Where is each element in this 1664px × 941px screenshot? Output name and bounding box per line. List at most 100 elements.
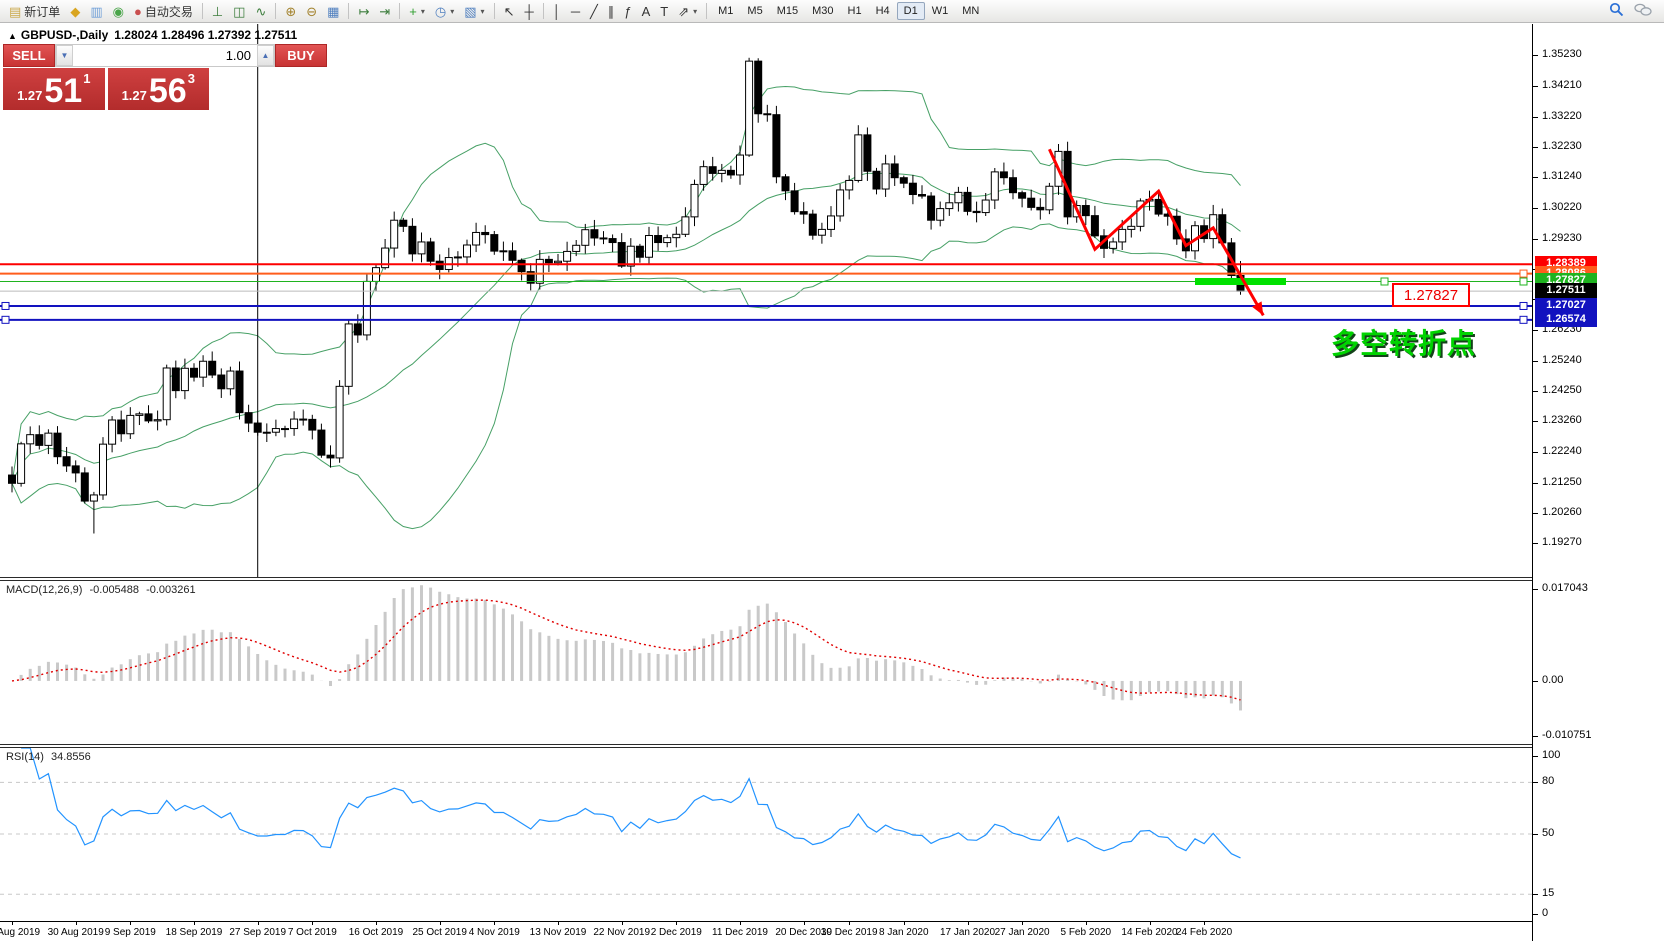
fibonacci-icon: ƒ: [624, 3, 632, 19]
date-tick-mark: [1149, 922, 1151, 925]
cursor-button[interactable]: ↖: [499, 0, 520, 22]
fibonacci-button[interactable]: ƒ: [619, 0, 636, 22]
macd-canvas[interactable]: [0, 581, 1532, 744]
tile-windows-button[interactable]: ▦: [322, 0, 344, 22]
timeframe-h1[interactable]: H1: [847, 5, 862, 17]
sell-button[interactable]: SELL: [3, 44, 55, 67]
zoom-in-button[interactable]: ⊕: [280, 0, 301, 22]
market-history-button[interactable]: ▥: [85, 0, 107, 22]
volume-input[interactable]: [73, 45, 257, 66]
date-tick-label: 16 Oct 2019: [348, 927, 404, 938]
date-tick-mark: [740, 922, 741, 925]
volume-increase-button[interactable]: ▲: [257, 45, 274, 66]
timeframe-mn[interactable]: MN: [962, 5, 980, 17]
price-tick-label: 1.33220: [1542, 109, 1582, 122]
rsi-pane[interactable]: RSI(14) 34.8556: [0, 747, 1532, 920]
periods-icon: ◷: [434, 3, 447, 19]
symbol-period-label: GBPUSD-,Daily: [20, 28, 109, 42]
price-chart-canvas[interactable]: [0, 24, 1532, 578]
date-tick-label: 8 Jan 2020: [879, 927, 929, 938]
timeframe-m5[interactable]: M5: [747, 5, 763, 17]
buy-button[interactable]: BUY: [275, 44, 327, 67]
macd-label: MACD(12,26,9) -0.005488 -0.003261: [6, 584, 196, 596]
zoom-out-button[interactable]: ⊖: [301, 0, 322, 22]
timeframe-d1[interactable]: D1: [896, 2, 925, 20]
new-order-button[interactable]: ▤ 新订单: [4, 0, 65, 22]
candlestick-chart-icon: ◫: [233, 3, 246, 19]
price-level-badge: 1.26574: [1535, 311, 1597, 327]
sell-price[interactable]: 1.27 51 1: [3, 68, 105, 110]
trend-zigzag-annotation[interactable]: [1048, 148, 1265, 317]
sell-price-big: 51: [44, 71, 83, 110]
equidistant-channel-icon: ∥: [607, 3, 615, 19]
axis-tick-mark: [1533, 55, 1538, 57]
date-tick-mark: [967, 922, 969, 925]
rsi-tick-label: 0: [1542, 907, 1549, 919]
date-tick-mark: [130, 922, 132, 925]
zoom-out-icon: ⊖: [306, 3, 318, 19]
rsi-tick-label: 100: [1542, 749, 1561, 761]
add-indicator-button[interactable]: + ▾: [404, 0, 430, 22]
signals-button[interactable]: ◉: [108, 0, 129, 22]
price-tick-label: 1.24250: [1542, 383, 1582, 396]
line-chart-button[interactable]: ∿: [250, 0, 271, 22]
main-chart-pane[interactable]: [0, 24, 1532, 578]
date-tick-label: 22 Nov 2019: [593, 927, 651, 938]
search-icon[interactable]: [1609, 2, 1624, 20]
line-handle[interactable]: [1519, 315, 1528, 324]
line-handle[interactable]: [1380, 277, 1389, 286]
templates-button[interactable]: ▧ ▾: [459, 0, 489, 22]
timeframe-m1[interactable]: M1: [718, 5, 734, 17]
date-tick-mark: [494, 922, 496, 925]
line-handle[interactable]: [1519, 301, 1528, 310]
date-tick-label: 27 Sep 2019: [229, 927, 287, 938]
axis-tick-mark: [1533, 86, 1538, 88]
text-label-button[interactable]: T: [655, 0, 673, 22]
rsi-value: 34.8556: [50, 751, 91, 763]
auto-scroll-button[interactable]: ↦: [353, 0, 374, 22]
timeframe-m30[interactable]: M30: [812, 5, 834, 17]
candlestick-chart-button[interactable]: ◫: [228, 0, 250, 22]
buy-price[interactable]: 1.27 56 3: [107, 68, 209, 110]
rsi-canvas[interactable]: [0, 747, 1532, 920]
vertical-line-button[interactable]: │: [548, 0, 566, 22]
timeframe-h4[interactable]: H4: [875, 5, 890, 17]
collapse-icon[interactable]: ▲: [8, 31, 17, 41]
timeframe-m15[interactable]: M15: [776, 5, 799, 17]
price-tick-label: 1.20260: [1542, 505, 1582, 518]
timeframe-bar: M1 M5 M15 M30 H1 H4 D1 W1 MN: [711, 2, 986, 20]
line-handle[interactable]: [1, 315, 10, 324]
gold-symbol-button[interactable]: ◆: [65, 0, 85, 22]
auto-trading-button[interactable]: ● 自动交易: [129, 0, 198, 22]
price-tick-label: 1.23260: [1542, 414, 1582, 427]
pane-separator[interactable]: [0, 744, 1532, 748]
arrows-button[interactable]: ⇗ ▾: [673, 0, 702, 22]
text-button[interactable]: A: [637, 0, 656, 22]
periods-button[interactable]: ◷ ▾: [430, 0, 459, 22]
chart-shift-button[interactable]: ⇥: [374, 0, 395, 22]
trendline-button[interactable]: ╱: [585, 0, 603, 22]
line-handle[interactable]: [1, 301, 10, 310]
periods-caret-icon: ▾: [450, 6, 455, 16]
crosshair-button[interactable]: ┼: [519, 0, 538, 22]
macd-tick-label: 0.017043: [1542, 582, 1588, 594]
line-handle[interactable]: [1519, 269, 1528, 278]
chat-icon[interactable]: [1634, 3, 1652, 20]
pane-separator[interactable]: [0, 577, 1532, 581]
date-tick-mark: [194, 922, 195, 925]
price-axis[interactable]: 1.35230 1.34210 1.33220 1.32230 1.31240 1.302…: [1532, 24, 1664, 941]
horizontal-line-button[interactable]: ─: [566, 0, 585, 22]
equidistant-channel-button[interactable]: ∥: [603, 0, 620, 22]
price-note-label[interactable]: 1.27827: [1392, 283, 1470, 308]
macd-pane[interactable]: MACD(12,26,9) -0.005488 -0.003261: [0, 581, 1532, 744]
sell-price-sup: 1: [83, 71, 91, 86]
date-tick-mark: [257, 922, 259, 925]
volume-decrease-button[interactable]: ▼: [56, 45, 73, 66]
macd-signal-line: [11, 599, 1241, 701]
line-handle[interactable]: [1519, 277, 1528, 286]
date-tick-label: 20 Dec 2019: [775, 927, 833, 938]
bar-chart-button[interactable]: ⊥: [207, 0, 228, 22]
price-tick-label: 1.25240: [1542, 353, 1582, 366]
timeframe-w1[interactable]: W1: [931, 5, 949, 17]
